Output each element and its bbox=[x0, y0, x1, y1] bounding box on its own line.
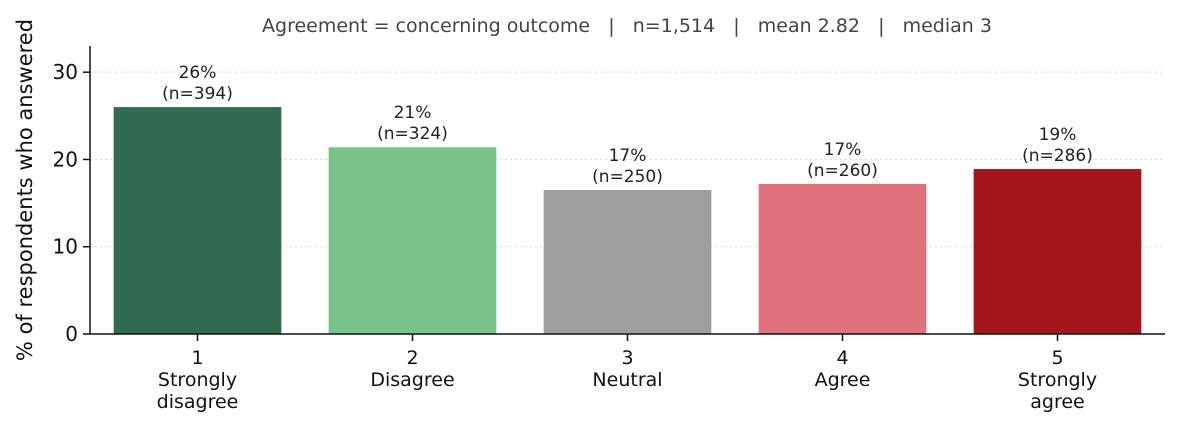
bars bbox=[113, 107, 1142, 334]
data-label: (n=260) bbox=[807, 161, 878, 181]
data-label: (n=394) bbox=[162, 84, 233, 104]
x-tick-label: Neutral bbox=[592, 369, 662, 391]
y-tick-label: 20 bbox=[53, 147, 78, 171]
data-label: (n=324) bbox=[377, 124, 448, 144]
bar bbox=[973, 169, 1142, 334]
data-label: 26% bbox=[179, 63, 217, 83]
y-tick-label: 10 bbox=[53, 235, 78, 259]
x-tick-label: Strongly bbox=[1018, 369, 1097, 391]
data-label: (n=286) bbox=[1022, 146, 1093, 166]
x-tick-label: 2 bbox=[406, 347, 418, 369]
data-label: 19% bbox=[1039, 125, 1077, 145]
y-ticks: 0 10 20 30 bbox=[53, 60, 90, 346]
x-tick-label: disagree bbox=[157, 391, 239, 413]
y-tick-label: 30 bbox=[53, 60, 78, 84]
data-label: 17% bbox=[824, 140, 862, 160]
x-tick-label: 1 bbox=[191, 347, 203, 369]
bar bbox=[758, 183, 927, 334]
x-tick-label: agree bbox=[1030, 391, 1084, 413]
x-tick-label: 4 bbox=[836, 347, 848, 369]
x-tick-label: 3 bbox=[621, 347, 633, 369]
y-axis-label: % of respondents who answered bbox=[13, 19, 37, 361]
bar bbox=[328, 147, 497, 334]
data-labels: 26%(n=394)21%(n=324)17%(n=250)17%(n=260)… bbox=[162, 63, 1093, 187]
data-label: (n=250) bbox=[592, 167, 663, 187]
x-tick-label: Disagree bbox=[370, 369, 454, 391]
bar bbox=[113, 107, 282, 334]
x-tick-label: Agree bbox=[815, 369, 871, 391]
x-tick-label: 5 bbox=[1051, 347, 1063, 369]
data-label: 21% bbox=[394, 103, 432, 123]
chart-subtitle: Agreement = concerning outcome | n=1,514… bbox=[262, 15, 992, 37]
y-tick-label: 0 bbox=[65, 322, 78, 346]
x-ticks: 1Stronglydisagree2Disagree3Neutral4Agree… bbox=[157, 334, 1097, 413]
bar bbox=[543, 190, 712, 334]
x-tick-label: Strongly bbox=[158, 369, 237, 391]
data-label: 17% bbox=[609, 146, 647, 166]
